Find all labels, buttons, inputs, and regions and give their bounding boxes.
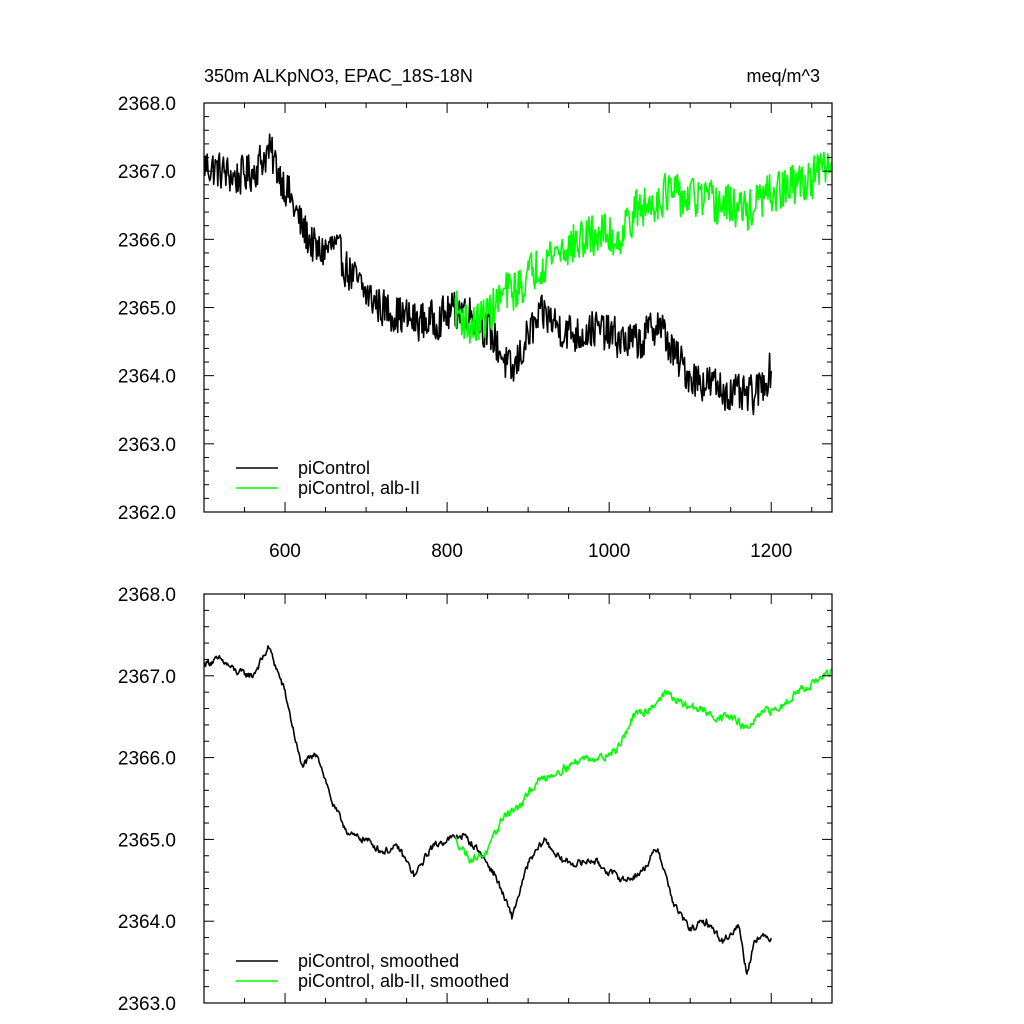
series-line-alb-ii: [454, 151, 832, 344]
top-panel: 2362.0 2363.0 2364.0 2365.0 2366.0 2367.0 2368…: [118, 94, 833, 562]
y-tick-label: 2366.0: [118, 230, 176, 251]
y-tick-label: 2367.0: [118, 162, 176, 183]
y-tick-label: 2365.0: [118, 299, 176, 320]
y-tick-label: 2368.0: [118, 94, 176, 115]
plot-frame: [203, 102, 833, 513]
plot-frame: [203, 593, 833, 1004]
legend-label: piControl, alb-II: [298, 478, 420, 498]
chart-title: 350m ALKpNO3, EPAC_18S-18N: [204, 66, 473, 87]
x-tick-label: 600: [269, 541, 301, 562]
legend-label: piControl: [298, 458, 370, 478]
y-tick-label: 2362.0: [118, 503, 176, 524]
y-tick-label: 2365.0: [118, 830, 176, 851]
series-line-alb-ii: [455, 668, 832, 864]
series-line-picontrol: [204, 133, 772, 416]
x-tick-label: 1200: [750, 541, 792, 562]
y-tick-label: 2363.0: [118, 994, 176, 1015]
x-tick-label: 800: [431, 541, 463, 562]
bottom-panel: 2363.0 2364.0 2365.0 2366.0 2367.0 2368.0 piCo…: [118, 585, 833, 1015]
units-label: meq/m^3: [747, 66, 820, 86]
y-tick-label: 2366.0: [118, 749, 176, 770]
y-tick-label: 2364.0: [118, 912, 176, 933]
series-line-picontrol: [204, 645, 772, 975]
legend-label: piControl, alb-II, smoothed: [298, 971, 509, 991]
y-tick-label: 2368.0: [118, 585, 176, 606]
y-tick-label: 2364.0: [118, 367, 176, 388]
legend-label: piControl, smoothed: [298, 951, 459, 971]
x-tick-label: 1000: [588, 541, 630, 562]
y-tick-label: 2363.0: [118, 435, 176, 456]
y-tick-label: 2367.0: [118, 667, 176, 688]
